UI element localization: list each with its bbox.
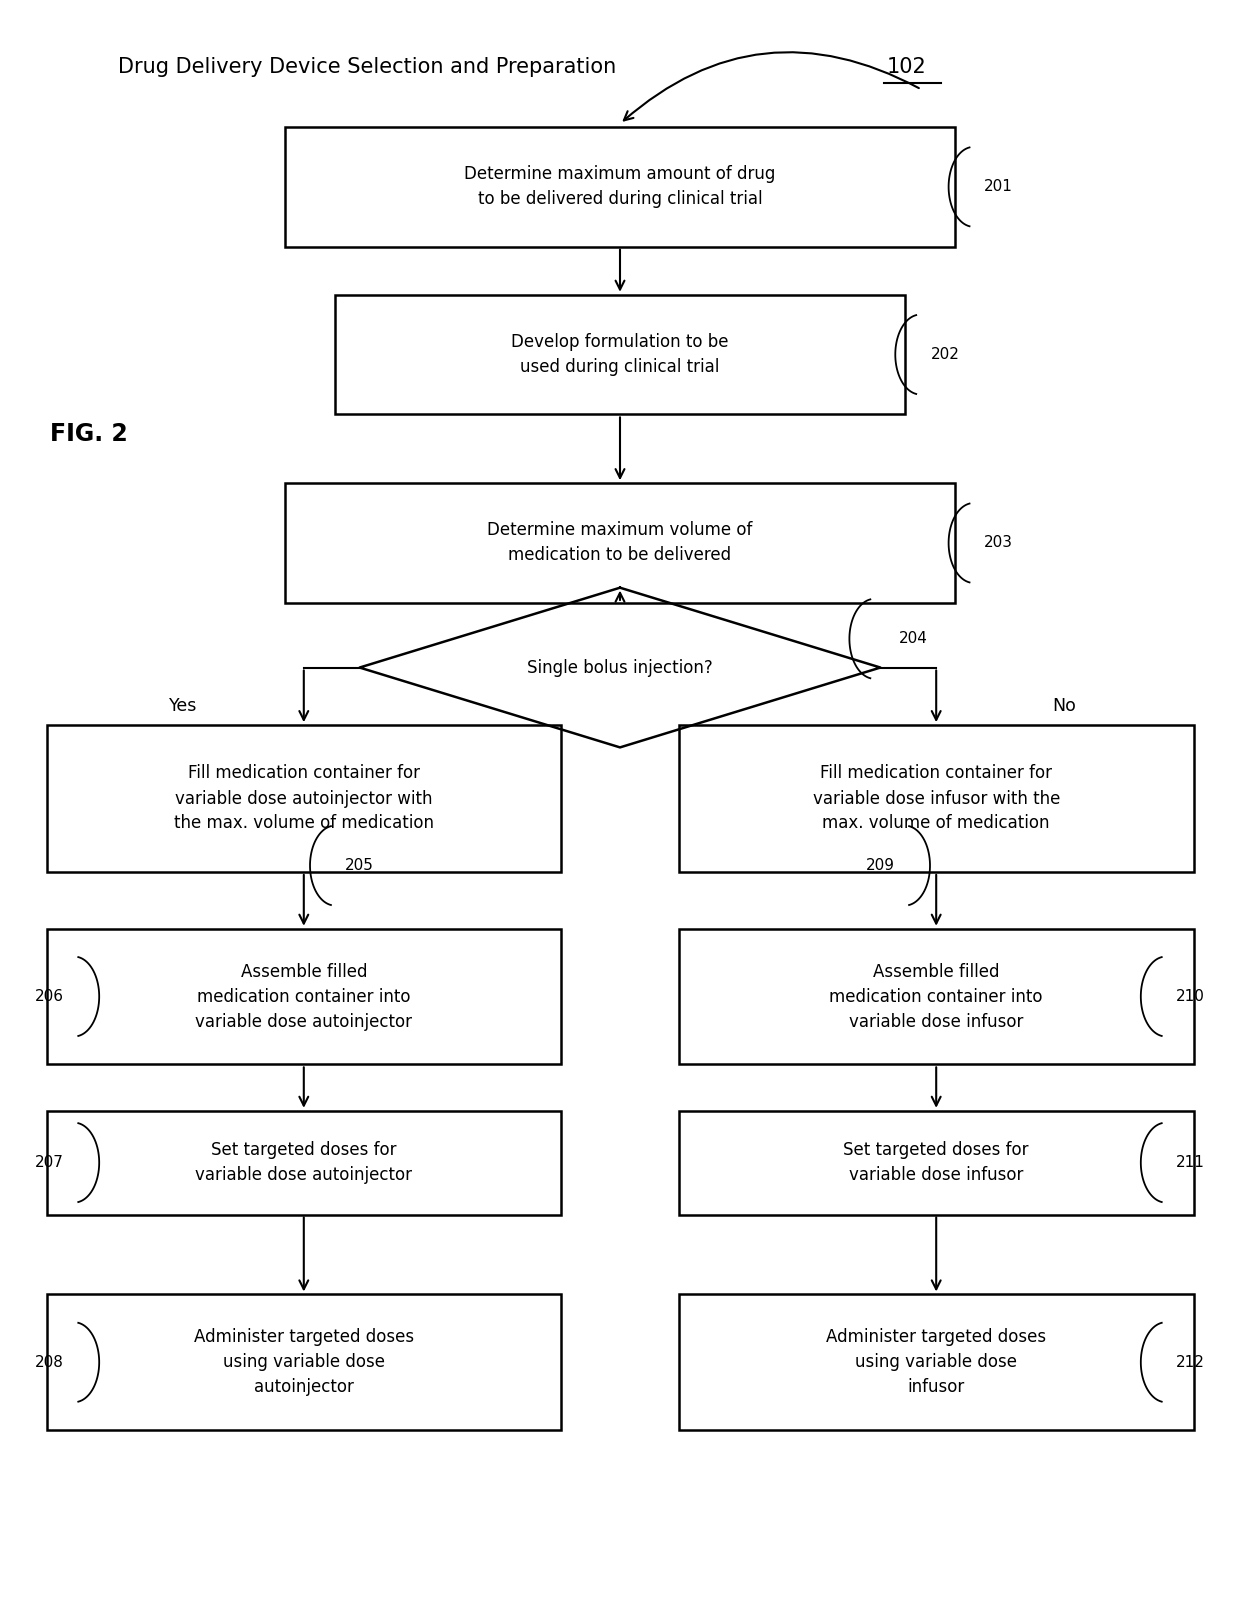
Text: Administer targeted doses
using variable dose
autoinjector: Administer targeted doses using variable… [193,1329,414,1396]
Text: Determine maximum volume of
medication to be delivered: Determine maximum volume of medication t… [487,522,753,564]
Text: Drug Delivery Device Selection and Preparation: Drug Delivery Device Selection and Prepa… [118,57,616,77]
Text: 212: 212 [1176,1354,1205,1370]
Bar [47,725,560,872]
Bar [47,929,560,1064]
Text: 204: 204 [899,631,928,647]
Text: 202: 202 [930,347,960,363]
Text: Set targeted doses for
variable dose autoinjector: Set targeted doses for variable dose aut… [196,1142,412,1183]
Bar [680,929,1193,1064]
Bar [335,295,905,414]
Text: 208: 208 [35,1354,64,1370]
Text: No: No [1052,696,1076,715]
Text: Administer targeted doses
using variable dose
infusor: Administer targeted doses using variable… [826,1329,1047,1396]
Text: Determine maximum amount of drug
to be delivered during clinical trial: Determine maximum amount of drug to be d… [464,166,776,208]
Text: Fill medication container for
variable dose autoinjector with
the max. volume of: Fill medication container for variable d… [174,765,434,832]
Text: FIG. 2: FIG. 2 [50,422,128,447]
Text: 203: 203 [983,535,1013,551]
Text: Develop formulation to be
used during clinical trial: Develop formulation to be used during cl… [511,334,729,375]
Bar [285,482,955,602]
Text: 207: 207 [35,1155,64,1171]
Text: 206: 206 [35,989,64,1005]
Text: 209: 209 [866,858,895,874]
Text: Yes: Yes [170,696,197,715]
Bar [285,128,955,248]
Text: Fill medication container for
variable dose infusor with the
max. volume of medi: Fill medication container for variable d… [812,765,1060,832]
FancyArrowPatch shape [624,53,919,120]
Text: Assemble filled
medication container into
variable dose infusor: Assemble filled medication container int… [830,963,1043,1030]
Text: Single bolus injection?: Single bolus injection? [527,658,713,677]
Bar [680,1112,1193,1214]
Text: 205: 205 [345,858,374,874]
Text: Set targeted doses for
variable dose infusor: Set targeted doses for variable dose inf… [843,1142,1029,1183]
Text: Assemble filled
medication container into
variable dose autoinjector: Assemble filled medication container int… [196,963,412,1030]
Bar [680,1294,1193,1431]
Text: 102: 102 [887,57,926,77]
Bar [680,725,1193,872]
Text: 210: 210 [1176,989,1205,1005]
Bar [47,1294,560,1431]
Text: 211: 211 [1176,1155,1205,1171]
Bar [47,1112,560,1214]
Text: 201: 201 [983,179,1013,195]
